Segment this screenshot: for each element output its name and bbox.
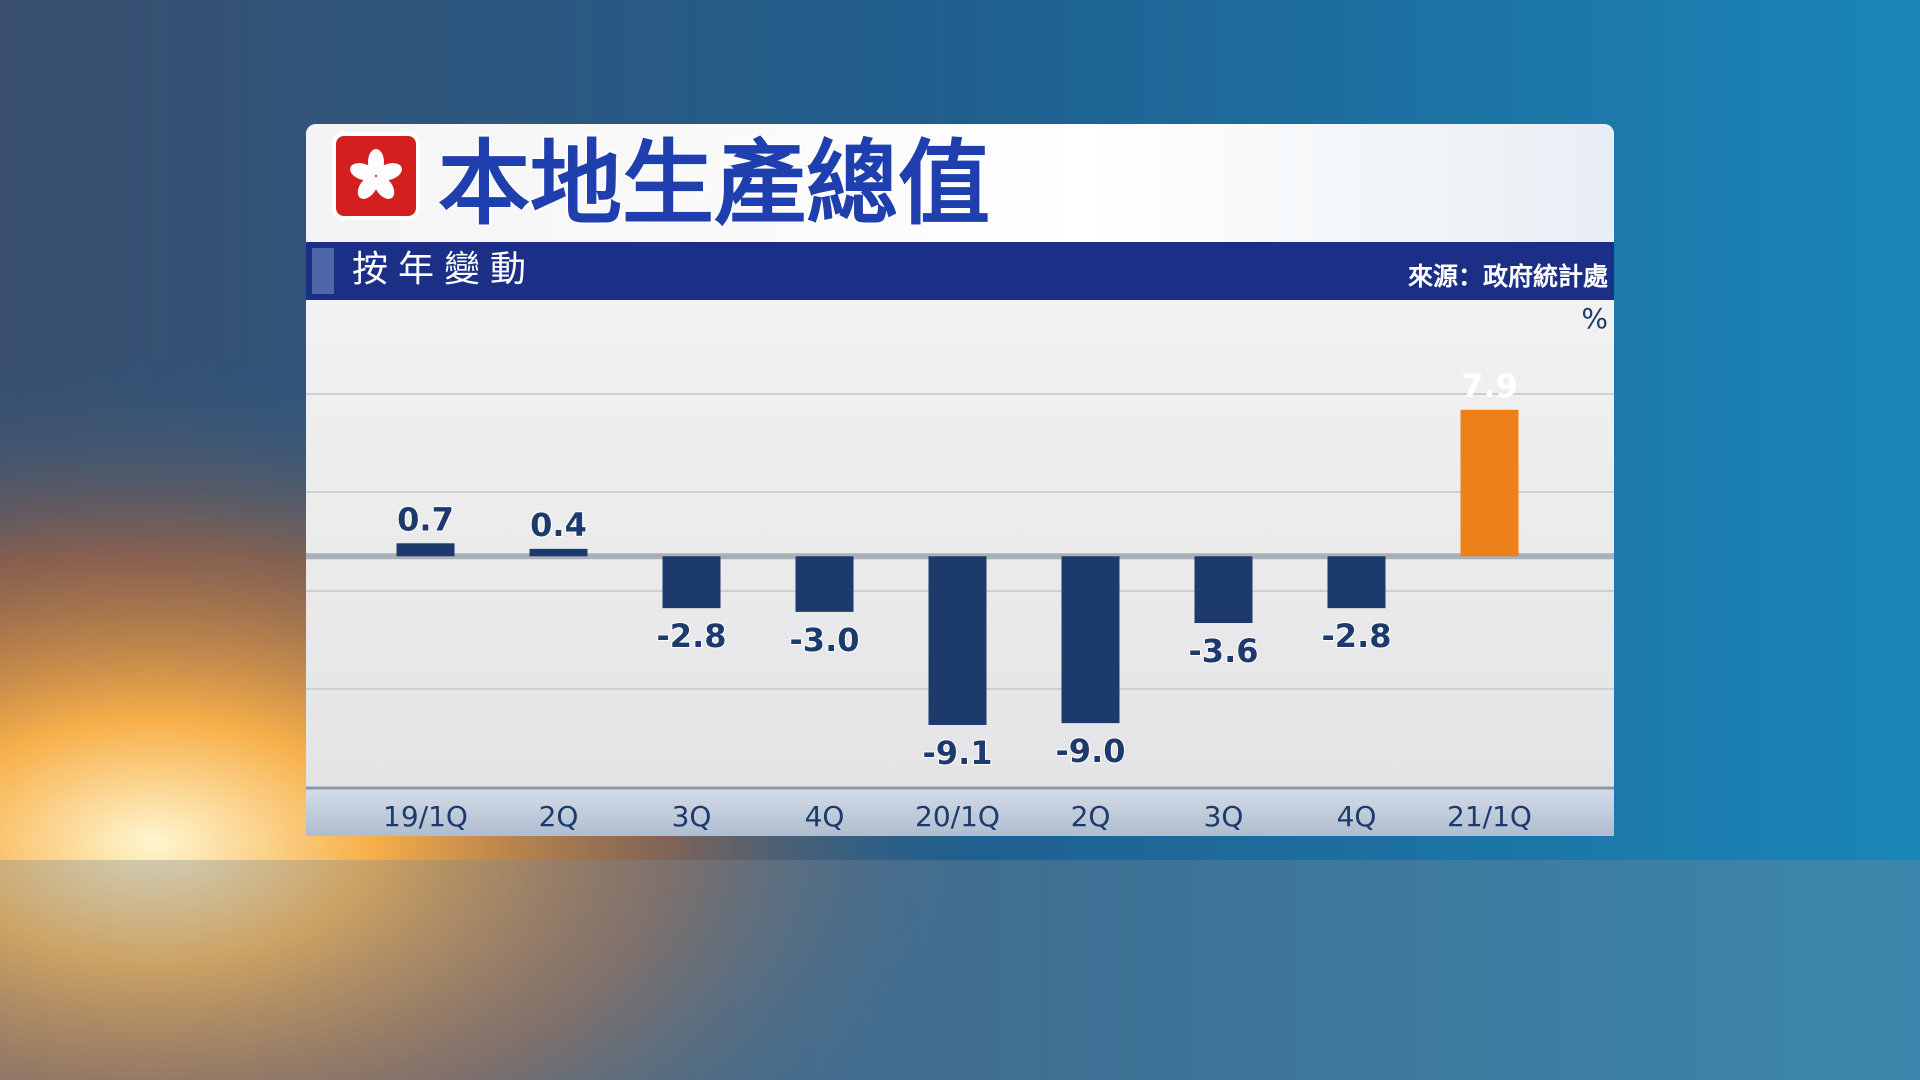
x-tick-label: 20/1Q (915, 800, 1000, 833)
bar (529, 548, 588, 557)
value-label: -9.0 (1056, 732, 1126, 770)
bar (928, 556, 987, 725)
background-floor (0, 860, 1920, 1080)
bar (1061, 556, 1120, 724)
value-label: -3.0 (790, 621, 860, 659)
x-tick-label: 4Q (1337, 800, 1377, 833)
flag-icon (332, 132, 420, 220)
bar (795, 556, 854, 612)
chart-title: 本地生產總值 (438, 130, 990, 237)
x-tick-label: 3Q (672, 800, 712, 833)
flag-flower (350, 149, 402, 199)
x-tick-label: 2Q (539, 800, 579, 833)
x-tick-label: 4Q (805, 800, 845, 833)
chart-subtitle: 按年變動 (352, 249, 536, 290)
value-label: 7.9 (1461, 367, 1518, 405)
bar (396, 543, 455, 557)
value-label: -9.1 (923, 734, 993, 772)
bar (1460, 409, 1519, 557)
value-label: -2.8 (657, 617, 727, 655)
unit-label: % (1581, 302, 1608, 335)
value-label: -2.8 (1322, 617, 1392, 655)
value-label: 0.7 (397, 500, 454, 538)
subtitle-accent (312, 248, 334, 294)
x-tick-label: 21/1Q (1447, 800, 1532, 833)
x-tick-label: 19/1Q (383, 800, 468, 833)
value-label: -3.6 (1189, 632, 1259, 670)
bar (1327, 556, 1386, 609)
x-tick-label: 2Q (1071, 800, 1111, 833)
x-tick-label: 3Q (1204, 800, 1244, 833)
axis-strip (306, 788, 1614, 836)
source-note: 來源：政府統計處 (1408, 262, 1608, 291)
bar (662, 556, 721, 609)
subtitle-band (306, 242, 1614, 300)
value-label: 0.4 (530, 506, 587, 544)
title-bar (306, 124, 1614, 242)
bar (1194, 556, 1253, 624)
